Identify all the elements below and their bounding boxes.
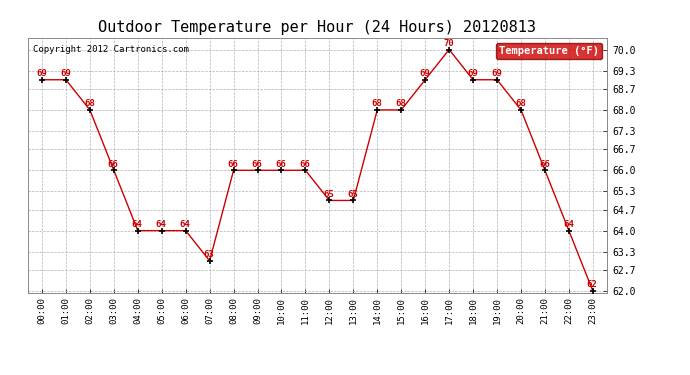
Text: 66: 66 <box>252 160 262 169</box>
Legend: Temperature (°F): Temperature (°F) <box>495 43 602 59</box>
Text: 69: 69 <box>467 69 478 78</box>
Text: 69: 69 <box>36 69 47 78</box>
Text: 62: 62 <box>586 280 598 290</box>
Text: 64: 64 <box>156 220 166 229</box>
Text: Copyright 2012 Cartronics.com: Copyright 2012 Cartronics.com <box>33 45 189 54</box>
Text: 69: 69 <box>420 69 430 78</box>
Text: 64: 64 <box>132 220 143 229</box>
Text: 68: 68 <box>515 99 526 108</box>
Title: Outdoor Temperature per Hour (24 Hours) 20120813: Outdoor Temperature per Hour (24 Hours) … <box>99 20 536 35</box>
Text: 66: 66 <box>275 160 286 169</box>
Text: 65: 65 <box>324 190 334 199</box>
Text: 65: 65 <box>347 190 358 199</box>
Text: 68: 68 <box>395 99 406 108</box>
Text: 68: 68 <box>84 99 95 108</box>
Text: 70: 70 <box>443 39 454 48</box>
Text: 66: 66 <box>108 160 119 169</box>
Text: 68: 68 <box>371 99 382 108</box>
Text: 64: 64 <box>179 220 190 229</box>
Text: 64: 64 <box>563 220 573 229</box>
Text: 63: 63 <box>204 250 215 259</box>
Text: 66: 66 <box>228 160 238 169</box>
Text: 66: 66 <box>299 160 310 169</box>
Text: 69: 69 <box>60 69 70 78</box>
Text: 69: 69 <box>491 69 502 78</box>
Text: 66: 66 <box>539 160 550 169</box>
